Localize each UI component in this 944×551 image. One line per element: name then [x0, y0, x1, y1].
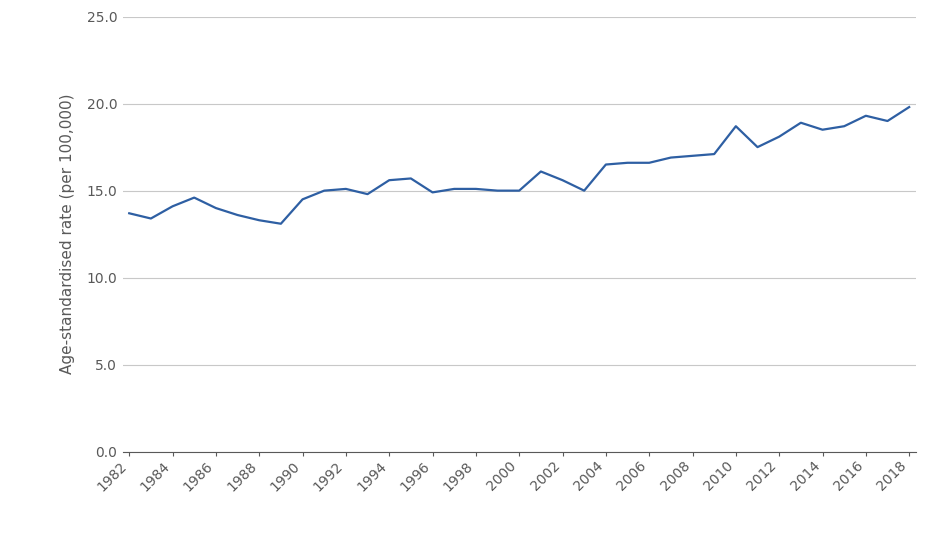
- Y-axis label: Age-standardised rate (per 100,000): Age-standardised rate (per 100,000): [60, 94, 76, 375]
